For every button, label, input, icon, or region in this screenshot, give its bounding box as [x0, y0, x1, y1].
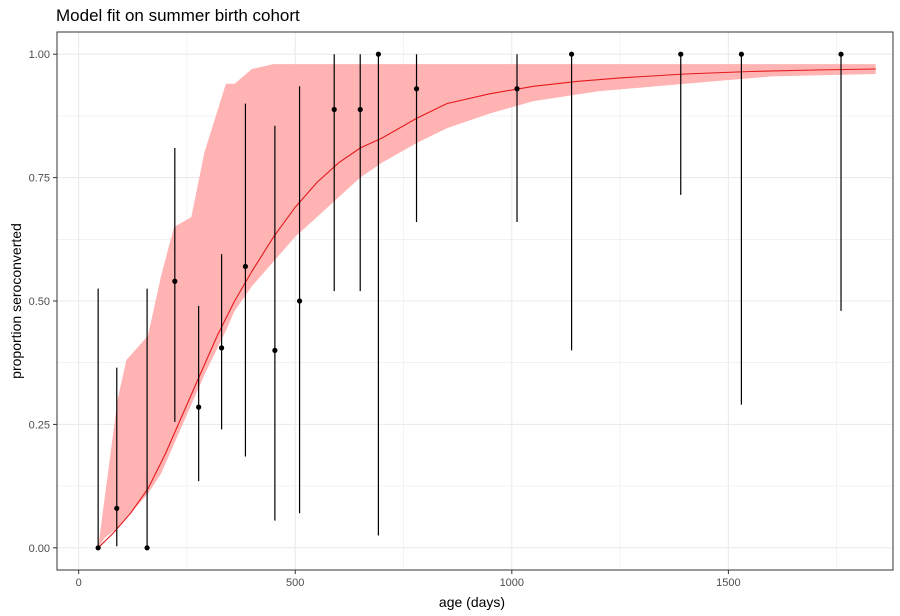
- data-point: [678, 51, 684, 57]
- y-axis-label: proportion seroconverted: [8, 223, 24, 379]
- data-point: [738, 51, 744, 57]
- data-point: [144, 545, 150, 551]
- data-point: [95, 545, 101, 551]
- data-point: [242, 263, 249, 270]
- data-point: [219, 345, 225, 351]
- data-point: [272, 347, 278, 353]
- data-point: [196, 404, 202, 410]
- y-tick-label: 0.25: [29, 419, 50, 431]
- data-point: [413, 86, 420, 92]
- axes-layer: 0 500 1000 1500 0.00 0.25 0.50 0.75 1.00: [29, 31, 894, 589]
- y-tick-label: 0.50: [29, 296, 50, 308]
- x-axis-label: age (days): [439, 594, 505, 610]
- fit-line-layer: [97, 68, 876, 549]
- data-point: [375, 51, 382, 57]
- data-point: [357, 106, 363, 113]
- data-point: [838, 51, 844, 57]
- y-tick-label: 1.00: [29, 49, 50, 61]
- data-point: [568, 51, 575, 57]
- data-point: [296, 298, 303, 304]
- data-point: [514, 86, 520, 92]
- chart-title: Model fit on summer birth cohort: [56, 6, 300, 25]
- confidence-band: [98, 64, 876, 548]
- confidence-band-layer: [98, 64, 876, 548]
- x-tick-label: 1000: [500, 577, 524, 589]
- data-point: [114, 505, 120, 511]
- x-tick-label: 1500: [716, 577, 740, 589]
- data-points-layer: [95, 51, 844, 551]
- y-tick-label: 0.75: [29, 173, 50, 185]
- error-bars-layer: [97, 54, 842, 548]
- x-tick-label: 0: [76, 577, 82, 589]
- x-tick-label: 500: [286, 577, 304, 589]
- data-point: [331, 106, 337, 113]
- data-point: [172, 278, 178, 284]
- fit-line: [97, 68, 876, 549]
- grid-lines: [57, 32, 893, 570]
- y-tick-label: 0.00: [29, 543, 50, 555]
